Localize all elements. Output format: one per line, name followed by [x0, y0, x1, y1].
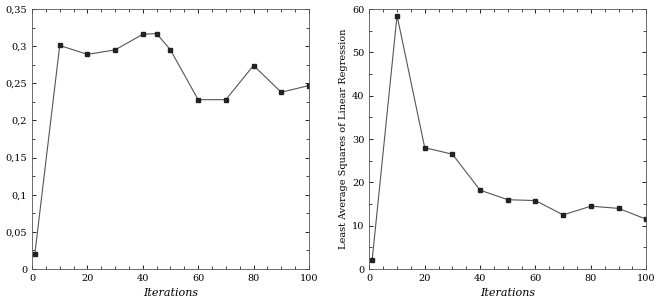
X-axis label: Iterations: Iterations — [480, 288, 535, 299]
X-axis label: Iterations: Iterations — [143, 288, 198, 299]
Y-axis label: Least Average Squares of Linear Regression: Least Average Squares of Linear Regressi… — [339, 29, 348, 249]
